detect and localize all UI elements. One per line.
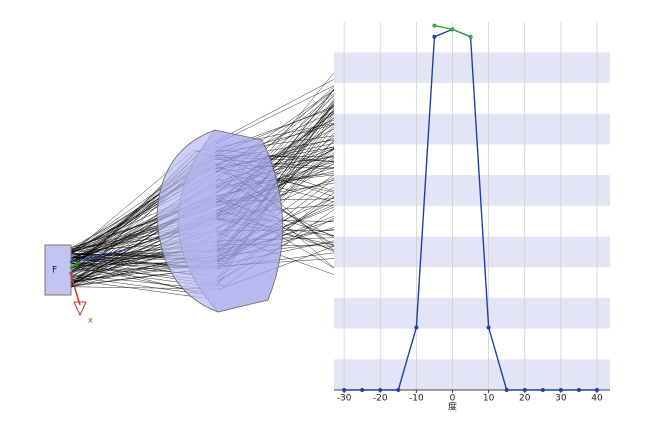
point [468, 34, 473, 39]
lens-view: F x [44, 72, 335, 325]
band [334, 113, 610, 145]
point [594, 388, 599, 392]
band [334, 297, 610, 329]
axis-y [69, 261, 81, 269]
x-tick-label: -10 [409, 394, 424, 404]
point [522, 388, 527, 392]
point [450, 27, 455, 32]
point [378, 388, 383, 392]
band [334, 236, 610, 268]
x-tick-label: -20 [373, 394, 388, 404]
point [432, 34, 437, 39]
point [504, 388, 509, 392]
source [44, 244, 72, 296]
x-axis-label: 度 [448, 401, 457, 413]
chart: -30 -20 -10 0 10 20 30 40 度 [334, 22, 610, 413]
x-tick-label: 0 [450, 394, 456, 404]
x-tick-label: 30 [555, 394, 567, 404]
lens-face [156, 129, 219, 313]
x-tick-label: 10 [483, 394, 495, 404]
point [360, 388, 365, 392]
series-line [344, 28, 597, 391]
band [334, 175, 610, 206]
point [414, 325, 419, 330]
point [432, 23, 437, 28]
point [558, 388, 563, 392]
point [540, 388, 545, 392]
point [576, 388, 581, 392]
point [486, 325, 491, 330]
axis-arrowhead [73, 301, 87, 317]
face-label: F [52, 266, 57, 276]
x-tick-label: 40 [591, 394, 603, 404]
x-tick-label: -30 [337, 394, 352, 404]
x-tick-label: 20 [519, 394, 531, 404]
point [396, 388, 401, 392]
axis-z [69, 249, 126, 263]
axis-arrow [69, 271, 81, 306]
axis-label: x [88, 316, 93, 325]
point [342, 388, 347, 392]
band [334, 359, 610, 390]
